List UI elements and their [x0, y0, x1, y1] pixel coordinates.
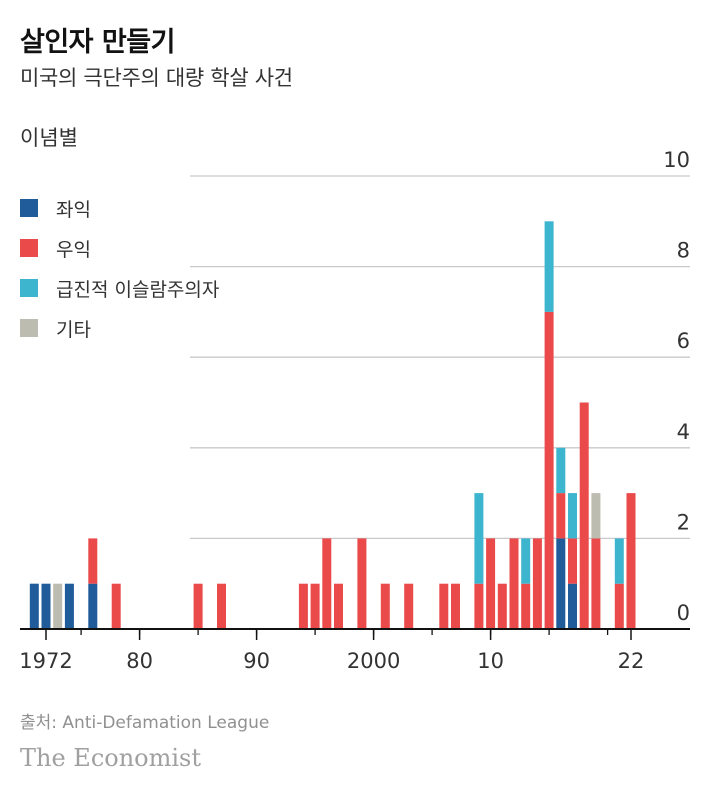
legend-swatch-islamist — [20, 279, 38, 297]
bar-islamist-2009 — [474, 493, 484, 584]
bar-right-2007 — [451, 583, 460, 629]
bar-right-2015 — [544, 311, 554, 629]
y-tick-label: 8 — [677, 239, 690, 263]
bar-islamist-2016 — [556, 447, 566, 494]
bar-right-1978 — [111, 583, 121, 629]
x-tick-label: 80 — [126, 649, 153, 673]
bar-right-2018 — [579, 402, 589, 629]
bar-right-2011 — [497, 583, 507, 629]
legend-label-right: 우익 — [56, 238, 91, 261]
bar-right-1996 — [322, 538, 332, 629]
bar-right-2021 — [614, 583, 624, 629]
x-tick-label: 22 — [618, 649, 645, 673]
source-note: 출처: Anti-Defamation League — [20, 713, 270, 733]
bar-right-1995 — [310, 583, 320, 629]
bar-right-2013 — [521, 583, 531, 629]
bar-right-2009 — [474, 583, 484, 629]
x-tick-label: 10 — [477, 649, 504, 673]
bar-other-2019 — [591, 493, 601, 539]
bar-right-2019 — [591, 538, 601, 629]
bar-right-2006 — [439, 583, 449, 629]
legend-swatch-left — [20, 199, 38, 217]
bar-left-1971 — [29, 583, 39, 629]
legend-item-right: 우익 — [20, 236, 219, 261]
legend-item-islamist: 급진적 이슬람주의자 — [20, 276, 220, 301]
bar-left-2017 — [568, 583, 577, 629]
bar-left-1976 — [88, 583, 98, 629]
brand-logo: The Economist — [20, 744, 202, 772]
bar-right-2014 — [532, 538, 542, 629]
bar-right-1997 — [334, 583, 343, 629]
bar-right-1987 — [217, 583, 226, 629]
bar-islamist-2021 — [614, 538, 624, 584]
bar-right-1994 — [298, 583, 308, 629]
y-tick-label: 0 — [677, 601, 690, 625]
chart-subtitle: 미국의 극단주의 대량 학살 사건 — [20, 66, 293, 90]
bar-right-1976 — [88, 538, 98, 584]
legend: 좌익 우익 급진적 이슬람주의자 기타 — [20, 196, 219, 356]
bar-islamist-2013 — [521, 538, 531, 584]
x-tick-label: 2000 — [347, 649, 400, 673]
legend-swatch-right — [20, 239, 38, 257]
bar-other-1973 — [53, 583, 63, 629]
y-tick-label: 2 — [677, 510, 690, 534]
bar-right-1985 — [193, 583, 203, 629]
bar-right-1999 — [357, 538, 367, 629]
bar-right-2003 — [404, 583, 414, 629]
x-tick-label: 90 — [243, 649, 270, 673]
bar-right-2010 — [486, 538, 496, 629]
y-tick-label: 4 — [677, 420, 690, 444]
y-tick-label: 10 — [663, 148, 690, 172]
y-axis-label: 이념별 — [20, 126, 78, 150]
y-tick-label: 6 — [677, 329, 690, 353]
bar-right-2016 — [556, 493, 566, 539]
chart-title: 살인자 만들기 — [20, 27, 175, 58]
legend-item-other: 기타 — [20, 316, 219, 341]
bar-right-2022 — [626, 493, 636, 629]
bar-left-1974 — [64, 583, 74, 629]
legend-swatch-other — [20, 319, 38, 337]
bar-left-2016 — [556, 538, 566, 629]
legend-label-left: 좌익 — [56, 198, 91, 221]
x-tick-label: 1972 — [19, 649, 72, 673]
bar-left-1972 — [41, 583, 51, 629]
bar-right-2001 — [380, 583, 390, 629]
bar-right-2012 — [509, 538, 519, 629]
legend-label-other: 기타 — [56, 318, 91, 341]
bar-right-2017 — [568, 538, 577, 584]
legend-item-left: 좌익 — [20, 196, 219, 221]
chart-plot: 0 2 4 6 8 10 1972 80 90 2000 10 22 — [19, 148, 690, 673]
bar-islamist-2017 — [568, 493, 577, 539]
bar-islamist-2015 — [544, 221, 554, 312]
legend-label-islamist: 급진적 이슬람주의자 — [56, 278, 220, 301]
